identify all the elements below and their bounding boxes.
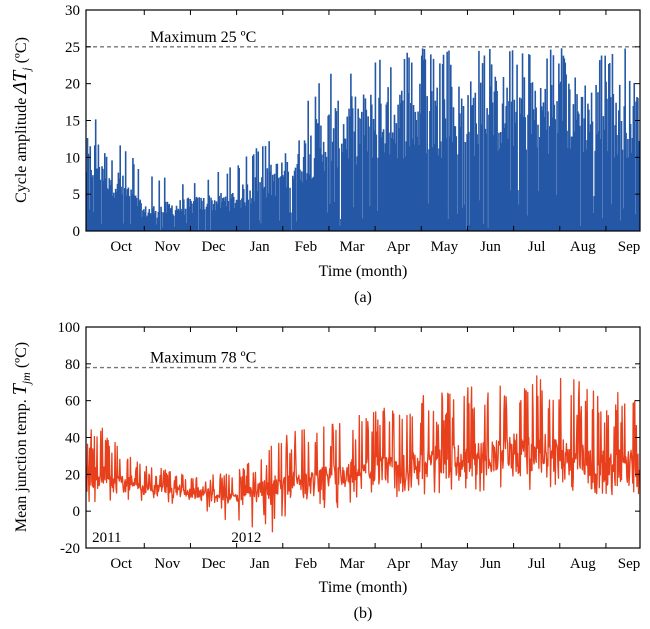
panel-b-month-label: Jan bbox=[250, 556, 270, 572]
panel-b-month-label: Jul bbox=[528, 556, 546, 572]
panel-a-month-label: Jul bbox=[528, 239, 546, 255]
panel-a-month-label: Mar bbox=[340, 239, 365, 255]
panel-b-caption: (b) bbox=[354, 605, 373, 622]
panel-a-caption: (a) bbox=[354, 289, 372, 306]
panel-a-series bbox=[86, 48, 640, 231]
panel-b-ytick-label: 60 bbox=[65, 394, 80, 410]
panel-a: Maximum 25 ºC 0 5 10 15 20 25 30 Oct Nov Dec Jan Feb… bbox=[9, 3, 641, 306]
panel-a-ytick-label: 25 bbox=[65, 40, 80, 56]
panel-a-ytick-label: 15 bbox=[65, 114, 80, 130]
panel-b-month-label: Apr bbox=[387, 556, 410, 572]
panel-b-month-label: Jun bbox=[480, 556, 501, 572]
panel-b-year-label: 2012 bbox=[231, 530, 261, 546]
panel-a-month-label: Apr bbox=[387, 239, 410, 255]
cycle-amplitude-plot: Maximum 25 ºC 0 5 10 15 20 25 30 Oct Nov Dec Jan Feb… bbox=[65, 3, 641, 255]
panel-a-month-label: May bbox=[431, 239, 459, 255]
panel-b-ytick-label: 0 bbox=[73, 504, 81, 520]
panel-a-month-label: Feb bbox=[295, 239, 318, 255]
panel-a-ytick-label: 20 bbox=[65, 77, 80, 93]
panel-a-month-label: Jun bbox=[480, 239, 501, 255]
panel-b-month-label: Mar bbox=[340, 556, 365, 572]
panel-a-month-label: Sep bbox=[618, 239, 641, 255]
panel-a-month-label: Aug bbox=[570, 239, 596, 255]
panel-b-ylabel: Mean junction temp. Tjm (ºC) bbox=[9, 342, 33, 532]
panel-a-bars bbox=[86, 48, 640, 231]
panel-b: Maximum 78 ºC -20 0 20 40 60 80 100 Oct Nov Dec Jan… bbox=[9, 320, 641, 622]
panel-a-reference-label: Maximum 25 ºC bbox=[150, 29, 256, 46]
panel-a-ytick-label: 0 bbox=[73, 224, 81, 240]
panel-a-month-label: Nov bbox=[154, 239, 180, 255]
panel-a-month-label: Dec bbox=[201, 239, 225, 255]
panel-b-month-label: May bbox=[431, 556, 459, 572]
panel-b-month-label: Sep bbox=[618, 556, 641, 572]
panel-b-ytick-label: 20 bbox=[65, 467, 80, 483]
panel-b-ytick-label: -20 bbox=[60, 541, 80, 557]
panel-b-year-label: 2011 bbox=[92, 530, 121, 546]
panel-a-month-label: Jan bbox=[250, 239, 270, 255]
panel-b-xlabel: Time (month) bbox=[319, 579, 408, 596]
panel-a-month-label: Oct bbox=[110, 239, 132, 255]
panel-a-ytick-label: 10 bbox=[65, 150, 80, 166]
junction-temperature-plot: Maximum 78 ºC -20 0 20 40 60 80 100 Oct Nov Dec Jan… bbox=[58, 320, 641, 572]
panel-a-ytick-label: 30 bbox=[65, 3, 80, 19]
panel-b-month-label: Oct bbox=[110, 556, 132, 572]
panel-b-line bbox=[86, 375, 640, 533]
panel-b-month-label: Aug bbox=[570, 556, 596, 572]
panel-a-xlabel: Time (month) bbox=[319, 263, 408, 280]
panel-a-ylabel: Cycle amplitude ΔTj (ºC) bbox=[9, 37, 33, 203]
panel-b-month-label: Nov bbox=[154, 556, 180, 572]
panel-b-month-label: Feb bbox=[295, 556, 318, 572]
panel-b-ytick-label: 80 bbox=[65, 357, 80, 373]
panel-b-series bbox=[86, 375, 640, 533]
panel-b-reference-label: Maximum 78 ºC bbox=[150, 350, 256, 367]
panel-b-ytick-label: 40 bbox=[65, 431, 80, 447]
panel-b-month-label: Dec bbox=[201, 556, 225, 572]
panel-a-ytick-label: 5 bbox=[73, 187, 81, 203]
panel-b-ytick-label: 100 bbox=[58, 320, 81, 336]
